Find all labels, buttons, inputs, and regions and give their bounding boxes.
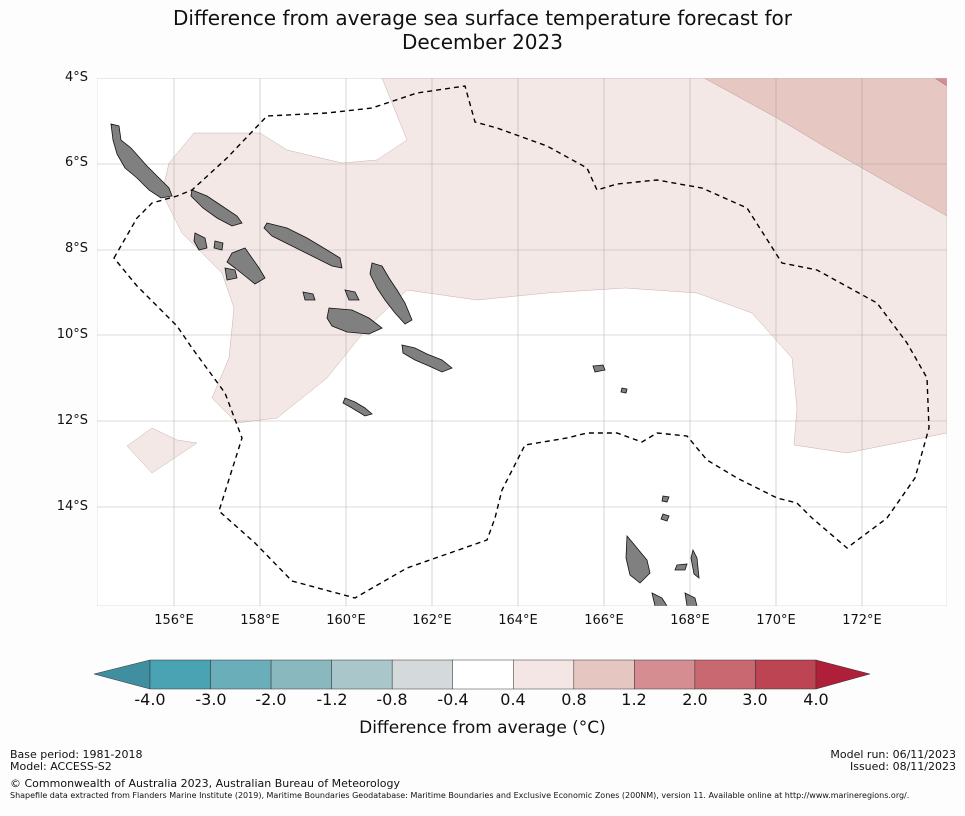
- lon-label-172e: 172°E: [842, 613, 882, 628]
- lon-label-162e: 162°E: [412, 613, 452, 628]
- colorbar-segment: [513, 659, 575, 690]
- title-line-2: December 2023: [402, 30, 563, 54]
- espiritu-santo-island: [625, 534, 651, 584]
- new-georgia-group: [226, 247, 266, 285]
- malo-island: [651, 592, 668, 606]
- lon-label-166e: 166°E: [584, 613, 624, 628]
- base-period: Base period: 1981-2018: [10, 748, 143, 761]
- maewo-island: [690, 548, 700, 579]
- makira-island: [401, 344, 453, 373]
- colorbar: [94, 659, 871, 690]
- santa-isabel-island: [263, 222, 343, 269]
- choiseul-island: [190, 189, 243, 227]
- colorbar-tick: -1.2: [316, 690, 348, 709]
- colorbar-segment: [452, 659, 514, 690]
- colorbar-tick: -0.8: [376, 690, 408, 709]
- lon-label-170e: 170°E: [756, 613, 796, 628]
- colorbar-tick: -2.0: [255, 690, 287, 709]
- rendova-island: [224, 267, 238, 281]
- lon-label-168e: 168°E: [670, 613, 710, 628]
- colorbar-segment: [210, 659, 272, 690]
- colorbar-segments: [149, 659, 817, 690]
- colorbar-segment: [573, 659, 635, 690]
- santa-cruz-islands: [592, 364, 606, 373]
- title-line-1: Difference from average sea surface temp…: [172, 6, 792, 30]
- colorbar-segment: [149, 659, 211, 690]
- russell-islands: [302, 291, 316, 301]
- lon-label-164e: 164°E: [498, 613, 538, 628]
- banks-islands: [661, 495, 670, 503]
- colorbar-segment: [755, 659, 817, 690]
- colorbar-tick: -3.0: [195, 690, 227, 709]
- colorbar-tick: 1.2: [621, 690, 647, 709]
- colorbar-tick: -0.4: [437, 690, 469, 709]
- colorbar-tick: 0.4: [500, 690, 526, 709]
- vanikoro-island: [620, 387, 628, 394]
- gridlines: [97, 78, 947, 606]
- pentecost-island: [684, 592, 698, 606]
- lon-label-160e: 160°E: [326, 613, 366, 628]
- copyright: © Commonwealth of Australia 2023, Austra…: [10, 777, 400, 790]
- colorbar-tick: 2.0: [682, 690, 708, 709]
- torres-islands: [660, 513, 670, 522]
- new-georgia-island: [193, 232, 208, 251]
- colorbar-segment: [694, 659, 756, 690]
- footer-right: Model run: 06/11/2023 Issued: 08/11/2023: [830, 749, 956, 773]
- colorbar-extend-high: [815, 659, 871, 690]
- colorbar-segment: [634, 659, 696, 690]
- malaita-island: [369, 262, 413, 325]
- eez-boundary: [113, 85, 930, 599]
- florida-islands: [344, 289, 360, 301]
- land-masses: [110, 123, 700, 606]
- colorbar-segment: [270, 659, 332, 690]
- map-title: Difference from average sea surface temp…: [0, 6, 965, 54]
- lat-label-8s: 8°S: [64, 241, 88, 256]
- colorbar-segment: [331, 659, 393, 690]
- lat-label-12s: 12°S: [56, 413, 88, 428]
- sst-anomaly-map: [97, 78, 947, 606]
- model-run: Model run: 06/11/2023: [830, 748, 956, 761]
- footer-left: Base period: 1981-2018 Model: ACCESS-S2: [10, 749, 142, 773]
- shapefile-credit: Shapefile data extracted from Flanders M…: [10, 791, 910, 800]
- lat-label-14s: 14°S: [56, 499, 88, 514]
- anomaly-fill-1.2-2.0: [934, 78, 947, 87]
- colorbar-extend-low: [94, 659, 151, 690]
- colorbar-tick: 4.0: [803, 690, 829, 709]
- rennell-island: [342, 397, 373, 417]
- bougainville-island: [110, 123, 173, 199]
- lat-label-6s: 6°S: [64, 155, 88, 170]
- guadalcanal-island: [326, 307, 383, 335]
- colorbar-label: Difference from average (°C): [359, 718, 606, 738]
- ambae-island: [674, 563, 688, 571]
- anomaly-fill-0.8-1.2: [703, 78, 947, 217]
- lat-label-4s: 4°S: [64, 70, 88, 85]
- lon-label-156e: 156°E: [154, 613, 194, 628]
- colorbar-tick: -4.0: [134, 690, 166, 709]
- kolombangara-island: [213, 240, 224, 251]
- colorbar-tick: 0.8: [561, 690, 587, 709]
- colorbar-segment: [391, 659, 453, 690]
- colorbar-tick: 3.0: [742, 690, 768, 709]
- lat-label-10s: 10°S: [56, 327, 88, 342]
- model-name: Model: ACCESS-S2: [10, 760, 112, 773]
- lon-label-158e: 158°E: [240, 613, 280, 628]
- issued-date: Issued: 08/11/2023: [849, 760, 956, 773]
